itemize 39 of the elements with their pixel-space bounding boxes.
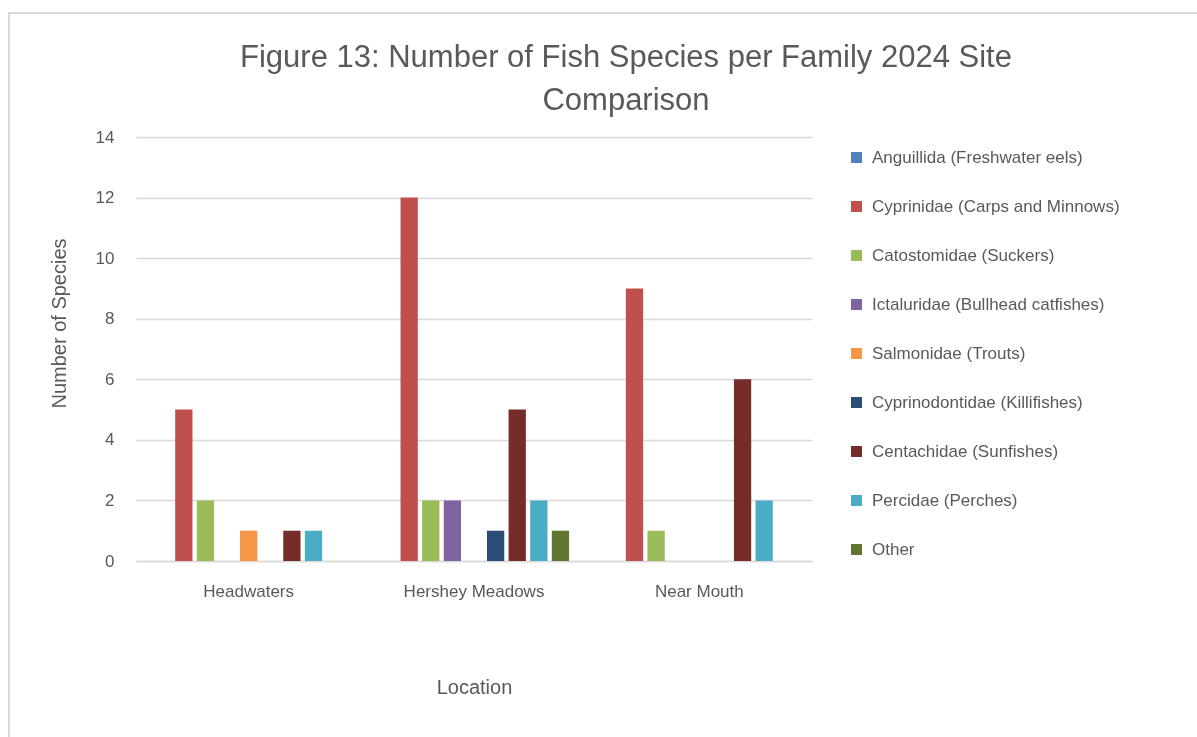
bar bbox=[733, 379, 752, 561]
bar bbox=[240, 530, 258, 561]
y-tick-label: 10 bbox=[95, 248, 115, 268]
bar bbox=[304, 530, 323, 561]
bar bbox=[755, 500, 773, 561]
bar bbox=[196, 500, 215, 561]
legend-label: Anguillida (Freshwater eels) bbox=[872, 147, 1083, 167]
bar bbox=[508, 409, 526, 561]
y-tick-label: 2 bbox=[105, 490, 115, 510]
bar bbox=[175, 409, 193, 561]
legend-label: Salmonidae (Trouts) bbox=[872, 343, 1026, 363]
legend-label: Catostomidae (Suckers) bbox=[872, 245, 1055, 265]
legend-label: Ictaluridae (Bullhead catfishes) bbox=[872, 294, 1105, 314]
y-tick-label: 0 bbox=[105, 551, 115, 571]
bar bbox=[551, 530, 570, 561]
bar bbox=[647, 530, 665, 561]
x-tick-label: Near Mouth bbox=[654, 581, 744, 601]
bar bbox=[625, 288, 644, 561]
x-tick-label: Hershey Meadows bbox=[403, 581, 545, 601]
bar bbox=[530, 500, 548, 561]
bar bbox=[443, 500, 462, 561]
y-tick-label: 6 bbox=[105, 369, 115, 389]
legend-label: Other bbox=[872, 539, 915, 559]
y-axis-title: Number of Species bbox=[47, 238, 70, 409]
bar bbox=[283, 530, 301, 561]
bar bbox=[422, 500, 440, 561]
x-tick-label: Headwaters bbox=[203, 581, 295, 601]
x-axis-title: Location bbox=[436, 675, 513, 698]
bar bbox=[486, 530, 505, 561]
chart-title: Figure 13: Number of Fish Species per Family 2024 Site Comparison bbox=[240, 39, 1012, 117]
y-tick-label: 14 bbox=[95, 127, 115, 147]
legend-label: Cyprinidae (Carps and Minnows) bbox=[872, 196, 1120, 216]
legend-label: Centachidae (Sunfishes) bbox=[872, 441, 1059, 461]
legend-label: Cyprinodontidae (Killifishes) bbox=[872, 392, 1083, 412]
bar bbox=[400, 197, 418, 561]
y-tick-label: 4 bbox=[105, 430, 115, 450]
y-tick-label: 12 bbox=[95, 188, 115, 208]
legend-label: Percidae (Perches) bbox=[872, 490, 1018, 510]
y-tick-label: 8 bbox=[105, 309, 115, 329]
